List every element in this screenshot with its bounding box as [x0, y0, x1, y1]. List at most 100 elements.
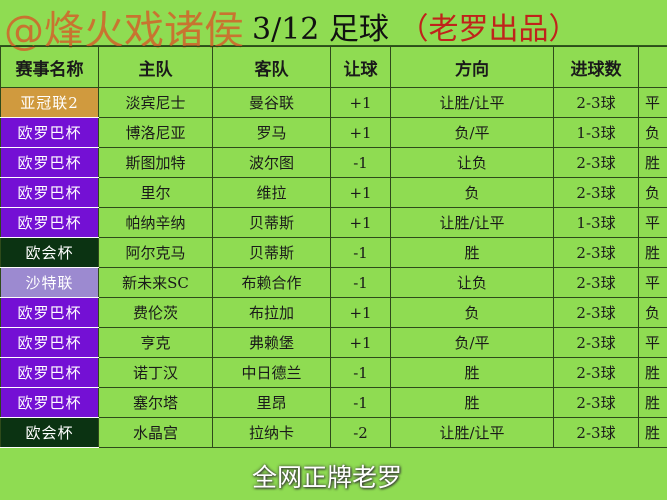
cell-goals: 2-3球	[553, 387, 639, 418]
cell-league: 沙特联	[0, 267, 99, 298]
cell-extra: 胜	[638, 387, 667, 418]
cell-direction: 胜	[390, 357, 554, 388]
cell-direction: 让负	[390, 267, 554, 298]
cell-league: 欧罗巴杯	[0, 147, 99, 178]
cell-away: 布赖合作	[212, 267, 331, 298]
cell-home: 亨克	[98, 327, 213, 358]
header-league: 赛事名称	[0, 46, 99, 88]
cell-home: 帕纳辛纳	[98, 207, 213, 238]
cell-goals: 2-3球	[553, 357, 639, 388]
cell-league: 欧罗巴杯	[0, 297, 99, 328]
cell-home: 斯图加特	[98, 147, 213, 178]
cell-handicap: -1	[330, 147, 391, 178]
cell-extra: 平	[638, 267, 667, 298]
cell-handicap: +1	[330, 327, 391, 358]
cell-league: 欧罗巴杯	[0, 357, 99, 388]
cell-home: 塞尔塔	[98, 387, 213, 418]
cell-goals: 2-3球	[553, 417, 639, 448]
title-date-sport: 3/12 足球	[252, 12, 389, 47]
cell-handicap: -1	[330, 267, 391, 298]
cell-direction: 负	[390, 177, 554, 208]
cell-direction: 胜	[390, 237, 554, 268]
cell-extra: 平	[638, 87, 667, 118]
cell-league: 欧罗巴杯	[0, 387, 99, 418]
cell-away: 波尔图	[212, 147, 331, 178]
cell-direction: 让胜/让平	[390, 207, 554, 238]
cell-away: 曼谷联	[212, 87, 331, 118]
title-author: （老罗出品）	[398, 12, 579, 47]
cell-direction: 让胜/让平	[390, 87, 554, 118]
cell-away: 贝蒂斯	[212, 237, 331, 268]
table-row: 欧罗巴杯 亨克 弗赖堡 +1 负/平 2-3球平	[0, 327, 667, 358]
cell-home: 费伦茨	[98, 297, 213, 328]
cell-league: 欧会杯	[0, 237, 99, 268]
cell-away: 拉纳卡	[212, 417, 331, 448]
cell-extra: 胜	[638, 357, 667, 388]
table-row: 沙特联 新未来SC 布赖合作 -1 让负 2-3球平	[0, 267, 667, 298]
cell-home: 新未来SC	[98, 267, 213, 298]
cell-home: 阿尔克马	[98, 237, 213, 268]
cell-extra: 胜	[638, 237, 667, 268]
cell-goals: 2-3球	[553, 177, 639, 208]
cell-extra: 负	[638, 177, 667, 208]
header-extra	[638, 46, 667, 88]
cell-extra: 平	[638, 327, 667, 358]
table-row: 欧罗巴杯 博洛尼亚 罗马 +1 负/平 1-3球负	[0, 117, 667, 148]
table-row: 欧罗巴杯 斯图加特 波尔图 -1 让负 2-3球胜	[0, 147, 667, 178]
cell-home: 里尔	[98, 177, 213, 208]
cell-handicap: -2	[330, 417, 391, 448]
cell-away: 布拉加	[212, 297, 331, 328]
header-home: 主队	[98, 46, 213, 88]
header-direction: 方向	[390, 46, 554, 88]
video-subtitle: 全网正牌老罗	[252, 463, 403, 492]
cell-extra: 胜	[638, 147, 667, 178]
cell-league: 亚冠联2	[0, 87, 99, 118]
cell-away: 中日德兰	[212, 357, 331, 388]
cell-home: 博洛尼亚	[98, 117, 213, 148]
cell-goals: 2-3球	[553, 237, 639, 268]
cell-league: 欧罗巴杯	[0, 177, 99, 208]
table-row: 欧罗巴杯 帕纳辛纳 贝蒂斯 +1 让胜/让平 1-3球平	[0, 207, 667, 238]
cell-direction: 让负	[390, 147, 554, 178]
cell-handicap: +1	[330, 177, 391, 208]
cell-away: 维拉	[212, 177, 331, 208]
cell-handicap: -1	[330, 357, 391, 388]
page-title: 3/12 足球 （老罗出品）	[252, 4, 578, 48]
cell-direction: 让胜/让平	[390, 417, 554, 448]
cell-direction: 负/平	[390, 117, 554, 148]
cell-away: 里昂	[212, 387, 331, 418]
cell-goals: 2-3球	[553, 297, 639, 328]
cell-goals: 2-3球	[553, 267, 639, 298]
cell-away: 弗赖堡	[212, 327, 331, 358]
cell-league: 欧会杯	[0, 417, 99, 448]
cell-home: 诺丁汉	[98, 357, 213, 388]
table-row: 欧罗巴杯 费伦茨 布拉加 +1 负 2-3球负	[0, 297, 667, 328]
header-goals: 进球数	[553, 46, 639, 88]
cell-direction: 负/平	[390, 327, 554, 358]
header-handicap: 让球	[330, 46, 391, 88]
cell-direction: 负	[390, 297, 554, 328]
table-row: 亚冠联2 淡宾尼士 曼谷联 +1 让胜/让平 2-3球平	[0, 87, 667, 118]
table-row: 欧罗巴杯 塞尔塔 里昂 -1 胜 2-3球胜	[0, 387, 667, 418]
cell-goals: 1-3球	[553, 207, 639, 238]
title-bar: @烽火戏诸侯 3/12 足球 （老罗出品）	[0, 0, 667, 54]
table-row: 欧罗巴杯 诺丁汉 中日德兰 -1 胜 2-3球胜	[0, 357, 667, 388]
cell-home: 水晶宫	[98, 417, 213, 448]
header-away: 客队	[212, 46, 331, 88]
table-header: 赛事名称 主队 客队 让球 方向 进球数	[0, 46, 667, 88]
cell-home: 淡宾尼士	[98, 87, 213, 118]
cell-extra: 胜	[638, 417, 667, 448]
cell-league: 欧罗巴杯	[0, 327, 99, 358]
cell-handicap: +1	[330, 87, 391, 118]
cell-direction: 胜	[390, 387, 554, 418]
cell-extra: 平	[638, 207, 667, 238]
match-table: 赛事名称 主队 客队 让球 方向 进球数 亚冠联2 淡宾尼士 曼谷联 +1 让胜/让平 2-3球平欧…	[0, 46, 667, 448]
cell-goals: 2-3球	[553, 327, 639, 358]
cell-away: 贝蒂斯	[212, 207, 331, 238]
cell-league: 欧罗巴杯	[0, 117, 99, 148]
cell-extra: 负	[638, 117, 667, 148]
cell-handicap: +1	[330, 297, 391, 328]
cell-goals: 1-3球	[553, 117, 639, 148]
cell-league: 欧罗巴杯	[0, 207, 99, 238]
cell-goals: 2-3球	[553, 147, 639, 178]
